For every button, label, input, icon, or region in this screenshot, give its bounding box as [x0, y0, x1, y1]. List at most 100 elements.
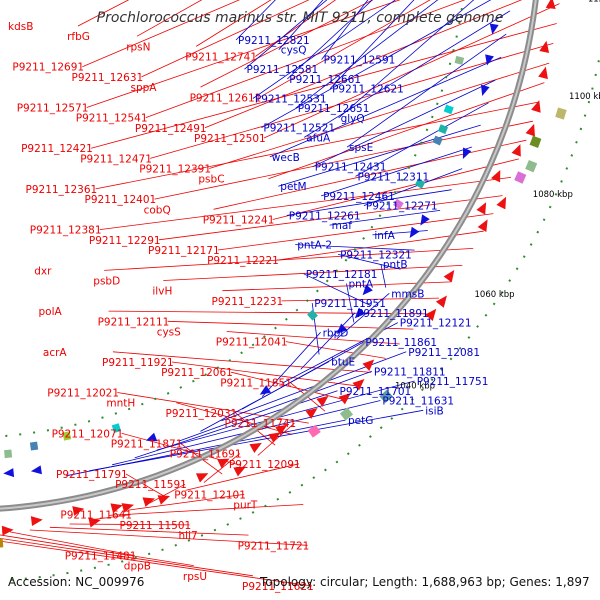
red-leader-line: [176, 402, 293, 435]
forward-gene-arrow: [354, 307, 366, 319]
feature-block: [4, 449, 13, 459]
red-leader-line: [268, 82, 545, 180]
blue-leader-line: [178, 370, 373, 442]
forward-gene-arrow: [145, 432, 158, 442]
red-leader-line: [203, 453, 241, 483]
gene-features: [0, 0, 567, 548]
reverse-gene-arrow: [121, 503, 134, 513]
reverse-gene-arrow: [275, 424, 288, 436]
red-leader-line: [29, 529, 308, 546]
reverse-gene-arrow: [30, 516, 43, 527]
blue-leader-line: [287, 0, 373, 80]
reverse-gene-label: P9211_12421: [21, 143, 93, 155]
reverse-gene-arrow: [545, 0, 556, 10]
blue-leader-line: [200, 361, 330, 432]
red-leader-line: [104, 248, 474, 271]
reverse-gene-label: dppB: [124, 561, 151, 573]
blue-leader-line: [261, 0, 492, 129]
reverse-gene-label: P9211_12111: [98, 316, 170, 328]
red-leader-line: [200, 0, 374, 88]
reverse-gene-label: kdsB: [8, 21, 33, 33]
forward-gene-label: P9211_11891: [357, 308, 429, 320]
forward-gene-label: P9211_12321: [340, 249, 412, 261]
red-leader-line: [147, 483, 186, 505]
blue-leader-line: [89, 409, 424, 472]
forward-gene-label: P9211_12531: [255, 94, 327, 106]
reverse-gene-arrow: [305, 407, 318, 419]
blue-leader-line: [278, 124, 481, 187]
reverse-gene-arrow: [72, 506, 85, 516]
reverse-gene-arrow: [476, 202, 487, 215]
leader-lines: [0, 0, 560, 587]
blue-leader-line: [321, 0, 369, 60]
reverse-gene-arrow: [338, 393, 351, 405]
blue-leader-line: [300, 312, 356, 370]
feature-block: [0, 538, 4, 548]
feature-block: [525, 159, 538, 173]
feature-block: [393, 198, 404, 210]
reverse-gene-label: P9211_12291: [89, 235, 161, 247]
forward-gene-label: pntB: [383, 259, 408, 271]
reverse-gene-label: P9211_12491: [135, 123, 207, 135]
blue-leader-line: [346, 33, 507, 148]
reverse-gene-label: ilvH: [152, 286, 172, 298]
red-leader-line: [0, 537, 253, 577]
feature-block: [111, 423, 122, 434]
reverse-gene-arrow: [142, 497, 155, 507]
reverse-gene-arrow: [496, 196, 507, 210]
red-leader-line: [9, 531, 135, 556]
red-leader-line: [209, 62, 550, 169]
reverse-gene-label: P9211_12691: [12, 62, 84, 74]
reverse-gene-label: P9211_12631: [72, 72, 144, 84]
forward-gene-arrow: [362, 284, 373, 296]
red-leader-line: [108, 504, 304, 516]
reverse-gene-arrow: [110, 503, 123, 514]
forward-gene-arrow: [485, 54, 494, 66]
reverse-gene-label: P9211_11721: [238, 540, 310, 552]
red-leader-line: [167, 320, 414, 330]
reverse-gene-label: P9211_12391: [139, 164, 211, 176]
blue-leader-line: [261, 332, 321, 397]
forward-gene-label: btuE: [331, 357, 355, 369]
blue-leader-line: [278, 0, 324, 50]
red-leader-line: [163, 265, 463, 281]
reverse-gene-arrow: [477, 219, 488, 232]
reverse-gene-arrow: [435, 295, 447, 308]
blue-leader-line: [303, 10, 511, 138]
reverse-gene-label: rfbG: [67, 31, 90, 43]
reverse-gene-label: P9211_12361: [26, 184, 98, 196]
reverse-gene-label: purT: [233, 500, 258, 512]
blue-leader-line: [346, 283, 355, 323]
red-leader-line: [112, 351, 372, 373]
blue-leader-line: [329, 210, 441, 226]
forward-gene-label: P9211_12261: [289, 210, 361, 222]
feature-block: [29, 441, 39, 451]
forward-gene-arrow: [259, 385, 272, 395]
forward-gene-label: P9211_12461: [323, 191, 395, 203]
red-leader-line: [222, 281, 451, 292]
red-leader-line: [272, 158, 519, 220]
reverse-gene-label: P9211_11741: [225, 418, 297, 430]
reverse-gene-label: cobQ: [144, 204, 171, 216]
forward-gene-label: P9211_12121: [400, 318, 472, 330]
forward-gene-label: P9211_11751: [417, 376, 489, 388]
forward-gene-label: P9211_12591: [324, 55, 396, 67]
forward-gene-arrow: [3, 468, 15, 478]
blue-leader-line: [320, 146, 473, 197]
reverse-gene-label: P9211_11851: [220, 377, 292, 389]
reverse-gene-arrow: [88, 517, 101, 528]
blue-leader-line: [252, 0, 396, 99]
reverse-gene-arrow: [538, 66, 548, 80]
accession-text: Accession: NC_009976: [8, 575, 144, 589]
blue-leader-line: [303, 273, 371, 306]
blue-leader-line: [269, 56, 502, 158]
reverse-gene-label: P9211_12741: [185, 52, 257, 64]
red-leader-line: [213, 139, 527, 210]
forward-gene-label: P9211_12271: [366, 201, 438, 213]
forward-gene-label: afuA: [306, 132, 331, 144]
reverse-gene-arrow: [195, 473, 209, 483]
forward-gene-label: P9211_12081: [408, 347, 480, 359]
blue-leader-line: [329, 0, 415, 89]
blue-leader-line: [338, 0, 475, 119]
